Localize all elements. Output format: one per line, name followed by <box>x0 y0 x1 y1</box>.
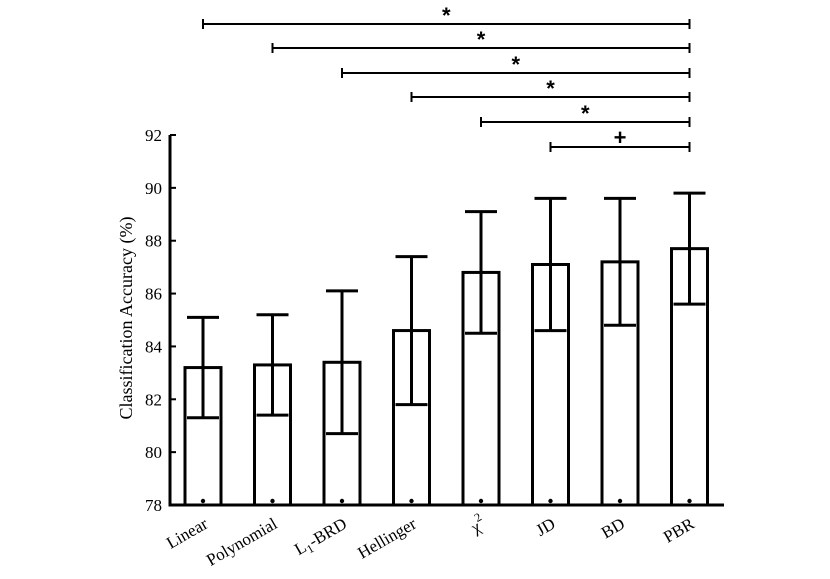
x-tick-Polynomial <box>270 498 275 504</box>
x-tick-L1-BRD <box>339 498 345 504</box>
sig-mark-Hellinger: * <box>546 76 555 101</box>
y-tick-label-84: 84 <box>145 337 163 356</box>
sig-mark-JD: + <box>614 125 627 150</box>
x-tick-Linear <box>200 498 206 504</box>
sig-mark-Linear: * <box>442 3 451 28</box>
y-axis-title: Classification Accuracy (%) <box>116 217 137 420</box>
y-tick-label-86: 86 <box>145 285 162 304</box>
x-tick-label-Hellinger: Hellinger <box>354 514 419 563</box>
y-tick-label-82: 82 <box>145 390 162 409</box>
x-tick-label-JD: JD <box>533 514 559 540</box>
y-tick-label-78: 78 <box>145 496 162 515</box>
sig-mark-L1-BRD: * <box>511 52 520 77</box>
x-tick-label-PBR: PBR <box>660 514 698 547</box>
x-tick-Hellinger <box>409 498 414 504</box>
sig-mark-Polynomial: * <box>477 27 486 52</box>
x-tick-label-Linear: Linear <box>163 514 211 553</box>
x-tick-PBR <box>687 498 692 504</box>
x-tick-label-Polynomial: Polynomial <box>203 514 281 570</box>
sig-mark-χ2: * <box>581 101 590 126</box>
significance-brackets: * * * * * + <box>202 3 691 152</box>
x-tick-label-L1-BRD: L1-BRD <box>291 514 351 562</box>
y-tick-label-92: 92 <box>145 126 162 145</box>
x-tick-label-χ2: χ2 <box>464 510 489 538</box>
x-tick-JD <box>548 498 553 504</box>
bars <box>183 191 709 507</box>
x-tick-χ2 <box>478 498 484 504</box>
y-tick-label-88: 88 <box>145 232 162 251</box>
bar-PBR <box>670 247 709 507</box>
x-tick-BD <box>617 498 623 504</box>
x-tick-label-BD: BD <box>598 514 628 542</box>
y-tick-label-90: 90 <box>145 179 162 198</box>
y-tick-label-80: 80 <box>145 443 162 462</box>
